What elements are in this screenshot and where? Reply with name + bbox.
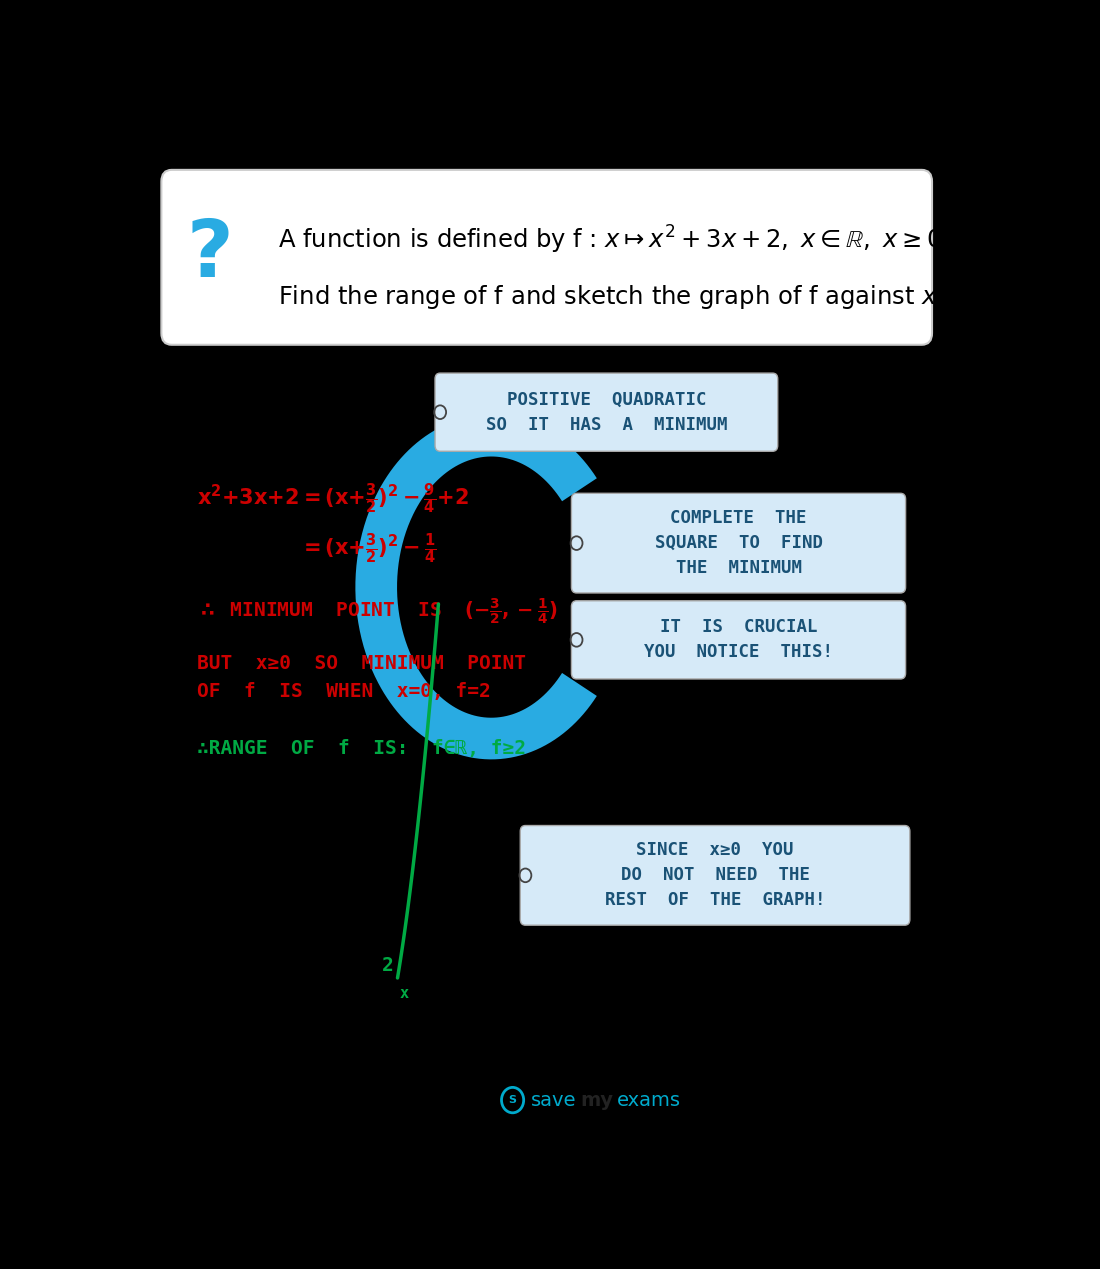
Text: 2: 2 [382, 956, 394, 975]
Text: save: save [531, 1090, 576, 1109]
Text: Find the range of f and sketch the graph of f against $x$.: Find the range of f and sketch the graph… [278, 283, 944, 311]
Text: ∴RANGE  OF  f  IS:  f∈ℝ, f≥2: ∴RANGE OF f IS: f∈ℝ, f≥2 [197, 739, 526, 758]
FancyBboxPatch shape [434, 373, 778, 452]
FancyBboxPatch shape [162, 170, 932, 345]
FancyBboxPatch shape [571, 494, 905, 593]
FancyBboxPatch shape [520, 826, 910, 925]
Text: COMPLETE  THE
SQUARE  TO  FIND
THE  MINIMUM: COMPLETE THE SQUARE TO FIND THE MINIMUM [654, 509, 823, 577]
Text: $\mathbf{x^2{+}3x{+}2 = (x{+}\frac{3}{2})^2 - \frac{9}{4}{+}2}$: $\mathbf{x^2{+}3x{+}2 = (x{+}\frac{3}{2}… [197, 482, 469, 516]
Text: S: S [508, 1095, 517, 1105]
Text: $\mathbf{= (x{+}\frac{3}{2})^2 - \frac{1}{4}}$: $\mathbf{= (x{+}\frac{3}{2})^2 - \frac{1… [299, 532, 437, 566]
FancyBboxPatch shape [571, 600, 905, 679]
Text: my: my [581, 1090, 614, 1109]
Text: exams: exams [617, 1090, 681, 1109]
Text: POSITIVE  QUADRATIC
SO  IT  HAS  A  MINIMUM: POSITIVE QUADRATIC SO IT HAS A MINIMUM [485, 391, 727, 434]
Text: BUT  x≥0  SO  MINIMUM  POINT
OF  f  IS  WHEN  x=0, f=2: BUT x≥0 SO MINIMUM POINT OF f IS WHEN x=… [197, 655, 526, 702]
Text: x: x [399, 986, 408, 1001]
Text: SINCE  x≥0  YOU
DO  NOT  NEED  THE
REST  OF  THE  GRAPH!: SINCE x≥0 YOU DO NOT NEED THE REST OF TH… [605, 841, 825, 910]
Text: A function is defined by f : $x \mapsto x^2 + 3x + 2,\ x \in \mathbb{R},\ x \geq: A function is defined by f : $x \mapsto … [278, 225, 943, 256]
Text: ?: ? [187, 216, 233, 294]
Text: IT  IS  CRUCIAL
YOU  NOTICE  THIS!: IT IS CRUCIAL YOU NOTICE THIS! [644, 618, 833, 661]
Text: $\mathbf{\therefore}$ MINIMUM  POINT  IS  $\mathbf{(-\frac{3}{2},-\frac{1}{4})}$: $\mathbf{\therefore}$ MINIMUM POINT IS $… [197, 596, 559, 627]
